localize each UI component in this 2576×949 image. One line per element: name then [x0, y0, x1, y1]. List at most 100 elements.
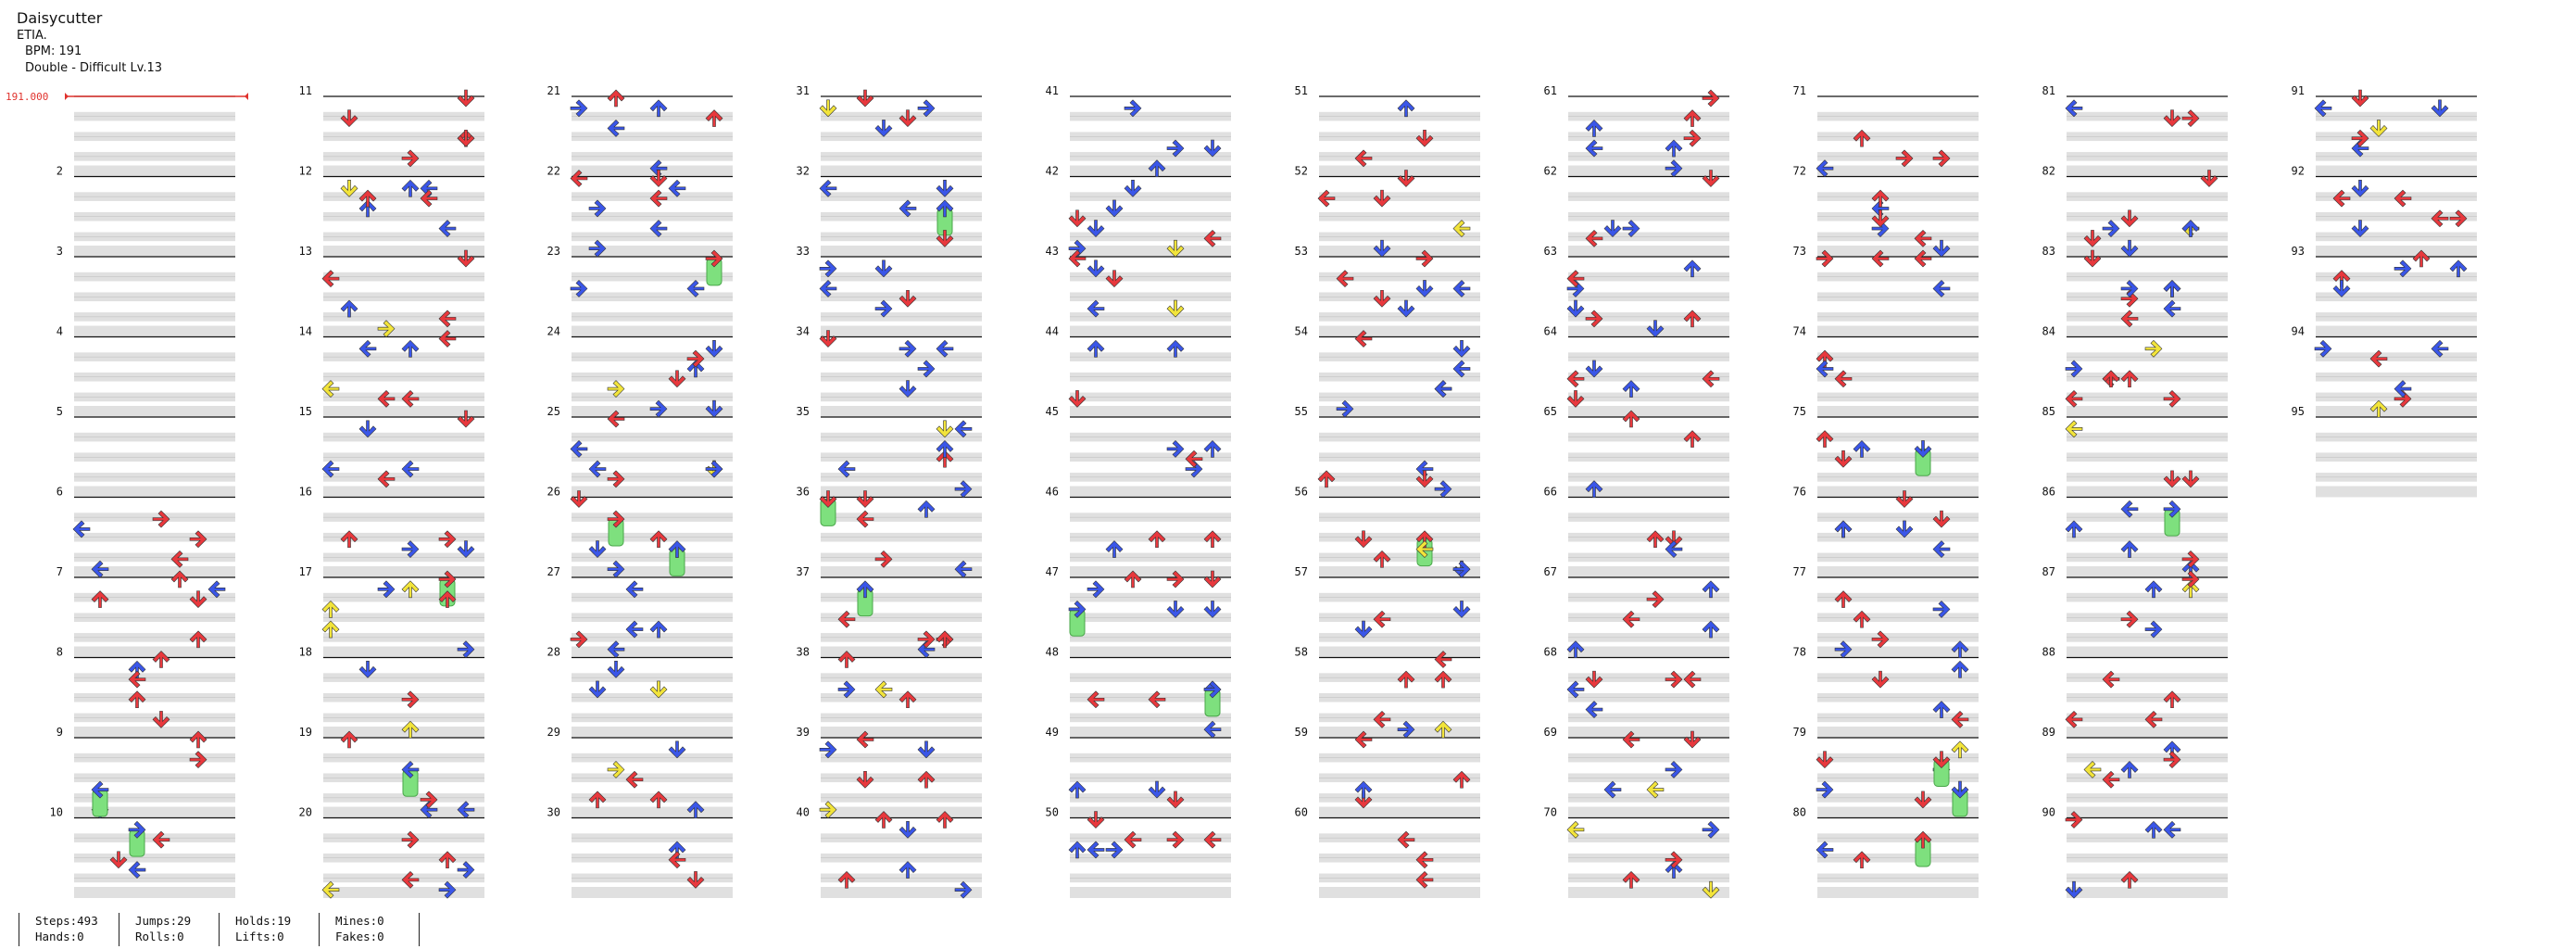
beat-band: [572, 887, 733, 898]
down-arrow-icon: [856, 89, 874, 108]
up-arrow-icon: [1853, 610, 1871, 628]
up-arrow-icon: [1434, 720, 1452, 739]
beat-band: [74, 806, 235, 818]
down-arrow-icon: [898, 289, 917, 308]
left-arrow-icon: [1566, 820, 1585, 839]
right-arrow-icon: [2449, 209, 2468, 228]
left-arrow-icon: [1834, 370, 1853, 388]
down-arrow-icon: [936, 180, 954, 197]
right-arrow-icon: [1646, 590, 1665, 609]
right-arrow-icon: [1871, 630, 1890, 649]
left-arrow-icon: [1622, 610, 1640, 628]
measure-number: 13: [299, 245, 312, 258]
right-arrow-icon: [1665, 761, 1683, 778]
left-arrow-icon: [2431, 209, 2449, 228]
up-arrow-icon: [936, 811, 954, 829]
down-arrow-icon: [1087, 811, 1105, 829]
beat-band: [2067, 887, 2228, 898]
beat-band: [74, 727, 235, 738]
up-arrow-icon: [1203, 530, 1222, 549]
left-arrow-icon: [2083, 761, 2102, 778]
left-arrow-icon: [607, 120, 625, 137]
left-arrow-icon: [438, 330, 457, 348]
down-arrow-icon: [1373, 239, 1391, 258]
beat-band: [1568, 165, 1729, 177]
right-arrow-icon: [917, 630, 936, 649]
right-arrow-icon: [2181, 570, 2200, 588]
left-arrow-icon: [1336, 270, 1354, 288]
song-artist: ETIA.: [17, 29, 47, 43]
right-arrow-icon: [1336, 399, 1354, 418]
up-arrow-icon: [2120, 870, 2139, 889]
stat-holds-lifts: Holds:19 Lifts:0: [219, 913, 291, 946]
up-arrow-icon: [1853, 851, 1871, 869]
down-arrow-icon: [457, 410, 475, 428]
up-arrow-icon: [668, 540, 686, 558]
measure-number: 91: [2292, 84, 2305, 97]
down-arrow-icon: [2181, 470, 2200, 488]
measure-number: 62: [1544, 165, 1557, 178]
up-arrow-icon: [401, 720, 420, 739]
beat-band: [74, 646, 235, 658]
up-arrow-icon: [874, 811, 893, 829]
beat-band: [821, 887, 982, 898]
down-arrow-icon: [686, 871, 705, 889]
measure-number: 87: [2042, 565, 2055, 578]
left-arrow-icon: [377, 470, 396, 488]
left-arrow-icon: [837, 460, 856, 478]
left-arrow-icon: [2314, 99, 2332, 118]
left-arrow-icon: [1087, 299, 1105, 318]
down-arrow-icon: [457, 249, 475, 268]
beat-band: [2067, 406, 2228, 417]
down-arrow-icon: [936, 230, 954, 247]
left-arrow-icon: [91, 560, 109, 578]
beat-band: [1319, 406, 1480, 417]
measure-number: 65: [1544, 405, 1557, 418]
bpm-marker-flag: [65, 93, 69, 100]
right-arrow-icon: [607, 560, 625, 578]
bpm-marker-flag: [245, 93, 248, 100]
right-arrow-icon: [1585, 310, 1603, 328]
beat-band: [1817, 727, 1979, 738]
beat-band: [1070, 727, 1231, 738]
right-arrow-icon: [2120, 289, 2139, 308]
up-arrow-icon: [1951, 740, 1969, 759]
left-arrow-icon: [1932, 280, 1951, 297]
measure-number: 48: [1046, 646, 1059, 659]
beat-band: [572, 406, 733, 417]
measure-number: 58: [1295, 646, 1308, 659]
down-arrow-icon: [2120, 239, 2139, 258]
up-arrow-icon: [2163, 690, 2181, 709]
right-arrow-icon: [607, 510, 625, 528]
beat-band: [323, 406, 484, 417]
down-arrow-icon: [1203, 570, 1222, 588]
up-arrow-icon: [1683, 430, 1702, 448]
measure-number: 43: [1046, 245, 1059, 258]
beat-band: [2067, 165, 2228, 177]
measure-number: 45: [1046, 405, 1059, 418]
down-arrow-icon: [588, 680, 607, 699]
right-arrow-icon: [377, 580, 396, 599]
left-arrow-icon: [2369, 349, 2388, 368]
down-arrow-icon: [936, 420, 954, 438]
left-arrow-icon: [1452, 360, 1471, 378]
measure-number: 79: [1793, 726, 1806, 739]
up-arrow-icon: [686, 360, 705, 378]
stat-steps: Steps:493: [35, 914, 98, 928]
down-arrow-icon: [1124, 180, 1142, 197]
bpm-value: 191.000: [6, 91, 48, 103]
right-arrow-icon: [152, 510, 170, 528]
left-arrow-icon: [2102, 670, 2120, 689]
down-arrow-icon: [189, 590, 207, 609]
beat-band: [821, 727, 982, 738]
up-arrow-icon: [1105, 540, 1124, 558]
up-arrow-icon: [2144, 820, 2163, 839]
left-arrow-icon: [2144, 710, 2163, 728]
measure-number: 11: [299, 84, 312, 97]
beat-band: [1070, 165, 1231, 177]
beat-band: [1568, 646, 1729, 658]
down-arrow-icon: [1932, 510, 1951, 528]
right-arrow-icon: [2163, 500, 2181, 518]
left-arrow-icon: [607, 640, 625, 659]
stat-holds: Holds:19: [235, 914, 292, 928]
